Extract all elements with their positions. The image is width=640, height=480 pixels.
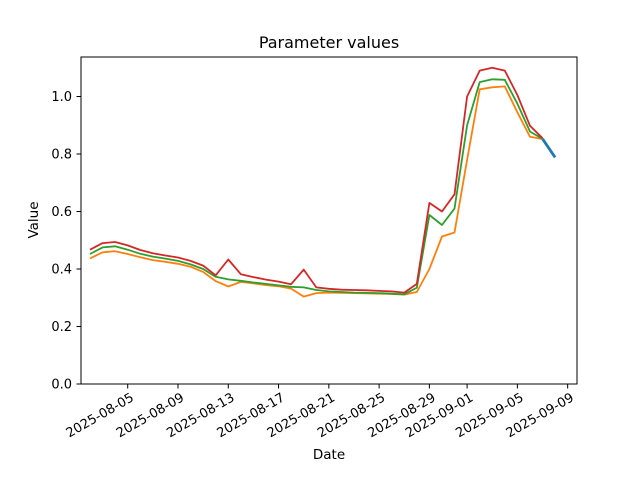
plot-series (89, 66, 557, 298)
plot-area-border (80, 56, 578, 385)
x-axis-label: Date (313, 447, 345, 463)
chart-title: Parameter values (259, 33, 399, 52)
y-tick-label: 0.8 (51, 148, 72, 163)
y-tick-label: 0.4 (51, 263, 72, 278)
y-tick-label: 1.0 (51, 90, 72, 105)
y-tick-label: 0.2 (51, 320, 72, 335)
series-green-line (89, 78, 543, 296)
y-axis-ticks: 0.0 0.2 0.4 0.6 0.8 1.0 (51, 90, 81, 393)
series-red-line (89, 66, 544, 294)
series-blue-line (541, 138, 557, 159)
y-axis-label: Value (26, 201, 42, 238)
y-tick-label: 0.6 (51, 205, 72, 220)
x-axis-ticks: 2025-08-052025-08-092025-08-132025-08-17… (64, 384, 577, 441)
y-tick-label: 0.0 (51, 378, 72, 393)
series-orange-line (89, 85, 543, 298)
